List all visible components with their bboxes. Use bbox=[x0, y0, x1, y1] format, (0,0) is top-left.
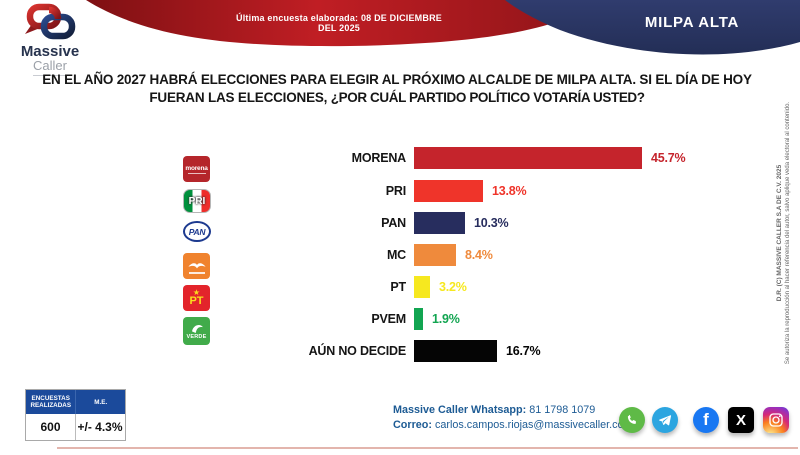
logo-text-caller: Caller bbox=[33, 58, 67, 73]
chart-row: morena MORENA 45.7% bbox=[0, 147, 800, 182]
bar-label: PT bbox=[390, 280, 406, 294]
stats-header-encuestas: ENCUESTAS REALIZADAS bbox=[26, 390, 77, 414]
bar bbox=[414, 340, 497, 362]
chart-row: ★ PT PT 3.2% bbox=[0, 276, 800, 311]
copyright-line2: Se autoriza la reproducción al hacer ref… bbox=[785, 101, 791, 365]
bar-value: 3.2% bbox=[439, 280, 467, 294]
stats-header-me: M.E. bbox=[94, 398, 108, 406]
stats-sample-size: 600 bbox=[26, 414, 76, 440]
bar bbox=[414, 276, 430, 298]
bar-label: PRI bbox=[385, 184, 406, 198]
bar bbox=[414, 147, 642, 169]
header-banner bbox=[86, 0, 800, 55]
copyright-line1: D.R. (C) MASSIVE CALLER S.A DE C.V. 2025 bbox=[776, 164, 783, 302]
email-address[interactable]: carlos.campos.riojas@massivecaller.com bbox=[432, 419, 633, 431]
last-survey-date: Última encuesta elaborada: 08 DE DICIEMB… bbox=[236, 13, 442, 33]
bar-value: 10.3% bbox=[474, 216, 509, 230]
contact-email: Correo: carlos.campos.riojas@massivecall… bbox=[393, 418, 633, 433]
navy-curve bbox=[505, 0, 800, 55]
facebook-icon[interactable]: f bbox=[693, 407, 719, 433]
bar bbox=[414, 244, 456, 266]
question-line1: EN EL AÑO 2027 HABRÁ ELECCIONES PARA ELE… bbox=[42, 72, 752, 87]
stats-value-row: 600 +/- 4.3% bbox=[26, 414, 125, 440]
stats-margin-error: +/- 4.3% bbox=[77, 420, 123, 434]
stats-table: ENCUESTAS REALIZADAS M.E. 600 +/- 4.3% bbox=[25, 389, 126, 441]
email-label: Correo: bbox=[393, 419, 432, 431]
question-line2-bold: ¿POR CUÁL PARTIDO POLÍTICO VOTARÍA USTED… bbox=[330, 90, 645, 105]
chart-row: MC 8.4% bbox=[0, 244, 800, 279]
pvem-logo: VERDE bbox=[183, 317, 210, 345]
bar-label: MC bbox=[386, 248, 406, 262]
whatsapp-label: Massive Caller Whatsapp: bbox=[393, 404, 527, 416]
region-label: MILPA ALTA bbox=[644, 14, 740, 31]
bar-value: 45.7% bbox=[651, 151, 686, 165]
whatsapp-icon[interactable] bbox=[619, 407, 645, 433]
chart-row: AÚN NO DECIDE 16.7% bbox=[0, 340, 800, 362]
chart-row: PAN PAN 10.3% bbox=[0, 212, 800, 242]
x-icon[interactable]: X bbox=[728, 407, 754, 433]
telegram-icon[interactable] bbox=[652, 407, 678, 433]
stats-header-row: ENCUESTAS REALIZADAS M.E. bbox=[26, 390, 125, 414]
morena-logo: morena bbox=[183, 156, 210, 182]
bottom-divider bbox=[57, 447, 798, 449]
bar-value: 16.7% bbox=[506, 344, 541, 358]
red-ribbon bbox=[86, 0, 600, 47]
bar-value: 8.4% bbox=[465, 248, 493, 262]
question-line2: FUERAN LAS ELECCIONES, bbox=[149, 90, 331, 105]
chart-row: VERDE PVEM 1.9% bbox=[0, 308, 800, 345]
bar-label: AÚN NO DECIDE bbox=[308, 344, 407, 358]
massive-caller-logo-icon bbox=[25, 3, 76, 40]
bar bbox=[414, 180, 483, 202]
pan-logo: PAN bbox=[183, 221, 211, 242]
bar-label: MORENA bbox=[351, 151, 407, 165]
mc-logo bbox=[183, 253, 210, 279]
pt-logo: ★ PT bbox=[183, 285, 210, 311]
whatsapp-number: 81 1798 1079 bbox=[526, 404, 596, 416]
bar-value: 1.9% bbox=[432, 312, 460, 326]
contact-whatsapp: Massive Caller Whatsapp: 81 1798 1079 bbox=[393, 403, 633, 418]
copyright-note: D.R. (C) MASSIVE CALLER S.A DE C.V. 2025… bbox=[776, 71, 798, 395]
bar-label: PAN bbox=[381, 216, 406, 230]
bar bbox=[414, 212, 465, 234]
instagram-icon[interactable] bbox=[763, 407, 789, 433]
logo-text-massive: Massive bbox=[20, 43, 80, 60]
chart-row: PRI PRI 13.8% bbox=[0, 180, 800, 213]
logo-rule bbox=[33, 75, 67, 76]
pri-logo: PRI bbox=[183, 189, 211, 213]
bar bbox=[414, 308, 423, 330]
contact-block: Massive Caller Whatsapp: 81 1798 1079 Co… bbox=[393, 403, 633, 433]
bar-value: 13.8% bbox=[492, 184, 527, 198]
question-title: EN EL AÑO 2027 HABRÁ ELECCIONES PARA ELE… bbox=[28, 71, 766, 107]
massive-caller-logo: Massive Caller bbox=[8, 3, 92, 76]
bar-label: PVEM bbox=[371, 312, 406, 326]
